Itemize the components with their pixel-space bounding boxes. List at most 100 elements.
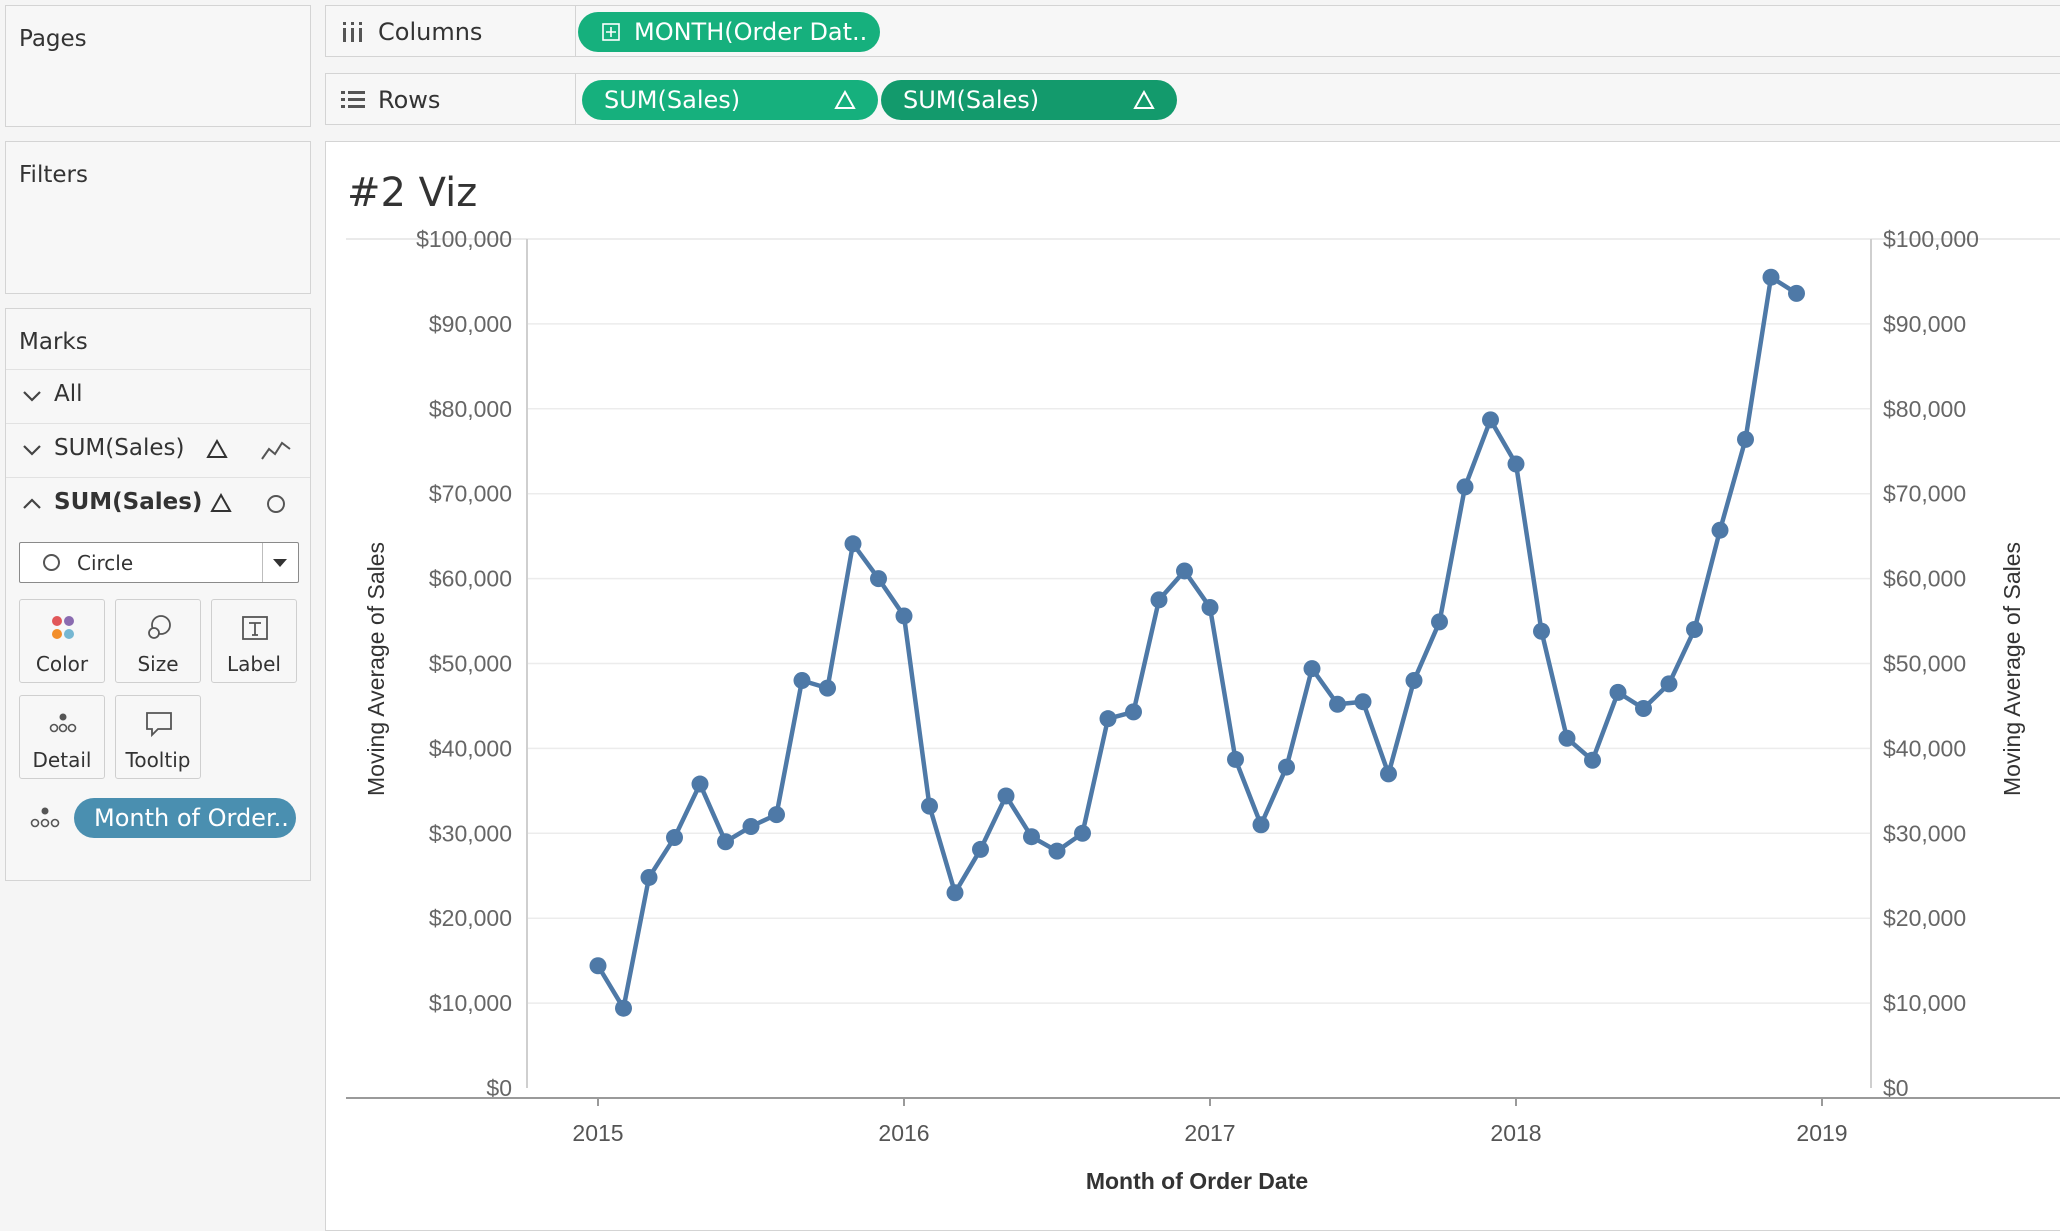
data-point [640, 868, 658, 886]
chevron-up-icon [23, 498, 41, 509]
y-tick-label-right: $70,000 [1883, 481, 1966, 507]
x-tick-label: 2016 [878, 1120, 929, 1146]
data-point [1150, 591, 1168, 609]
columns-pill-month-order-date[interactable]: MONTH(Order Dat.. [578, 12, 880, 52]
line-chart: $0 $0 $10,000 $10,000 $20,000 $20,000 $30,000 $… [346, 226, 2060, 1194]
mark-type-value: Circle [77, 551, 134, 575]
data-point [870, 570, 887, 588]
delta-icon [206, 439, 228, 458]
data-point [1329, 695, 1346, 713]
y-tick-label-right: $80,000 [1883, 396, 1966, 422]
color-label: Color [35, 652, 89, 676]
shelf-divider [575, 6, 576, 56]
data-point [615, 999, 632, 1017]
data-point [1074, 824, 1091, 842]
marks-all-label: All [54, 381, 83, 407]
data-point [1584, 751, 1601, 769]
marks-card-all[interactable]: All [6, 369, 310, 421]
chevron-down-icon [23, 391, 41, 402]
circle-icon [43, 554, 60, 571]
circle-mark-icon [267, 495, 285, 513]
mark-type-dropdown[interactable]: Circle [19, 542, 299, 583]
data-point [691, 775, 709, 793]
data-point [1558, 729, 1576, 747]
label-button[interactable]: Label [211, 599, 297, 683]
marks-title: Marks [19, 329, 88, 355]
x-tick-label: 2018 [1490, 1120, 1541, 1146]
rows-pill-sum-sales-2[interactable]: SUM(Sales) [881, 80, 1177, 120]
columns-pill-text: MONTH(Order Dat.. [634, 18, 868, 46]
detail-icon [49, 713, 77, 733]
data-point [1227, 750, 1244, 768]
y-tick-label-left: $50,000 [429, 651, 512, 677]
series-line [596, 274, 1798, 1011]
tooltip-label: Tooltip [125, 748, 191, 772]
x-tick-label: 2019 [1796, 1120, 1847, 1146]
data-point [1533, 622, 1550, 640]
data-point [1023, 828, 1040, 846]
delta-icon [834, 90, 856, 109]
shelf-divider [575, 74, 576, 124]
x-axis-title: Month of Order Date [1086, 1168, 1308, 1194]
y-tick-label-right: $90,000 [1883, 311, 1966, 337]
marks-layer1-label: SUM(Sales) [54, 435, 185, 461]
rows-pill1-text: SUM(Sales) [604, 86, 741, 114]
data-point [1482, 411, 1499, 429]
tooltip-button[interactable]: Tooltip [115, 695, 201, 779]
data-point [1431, 613, 1448, 631]
data-point [793, 671, 811, 689]
data-point [666, 829, 683, 847]
delta-icon [1133, 90, 1155, 109]
data-point [819, 679, 836, 697]
x-tick-label: 2017 [1184, 1120, 1235, 1146]
rows-pill-sum-sales-1[interactable]: SUM(Sales) [582, 80, 878, 120]
data-point [742, 818, 760, 836]
data-point [717, 833, 734, 851]
data-point [1252, 816, 1270, 834]
y-tick-label-left: $0 [486, 1075, 512, 1101]
y-tick-label-right: $50,000 [1883, 651, 1966, 677]
size-icon [148, 615, 171, 639]
dropdown-arrow-icon[interactable] [262, 543, 298, 582]
data-point [946, 884, 964, 902]
pages-title: Pages [19, 26, 87, 52]
data-point [1048, 842, 1066, 860]
data-point [1711, 521, 1729, 539]
data-point [972, 840, 989, 858]
label-icon [242, 616, 268, 640]
data-point [1405, 671, 1423, 689]
y-tick-label-right: $60,000 [1883, 566, 1966, 592]
data-point [1380, 765, 1397, 783]
filters-title: Filters [19, 162, 88, 188]
y-tick-label-right: $0 [1883, 1075, 1909, 1101]
tooltip-icon [146, 712, 172, 738]
data-point [997, 787, 1015, 805]
color-icon [52, 616, 74, 639]
marks-card-layer2[interactable]: SUM(Sales) [6, 477, 310, 529]
grid-layer [346, 238, 2060, 1004]
marks-panel: Marks All SUM(Sales) SUM(Sales) Circle C… [5, 308, 311, 881]
size-button[interactable]: Size [115, 599, 201, 683]
axis-layer: $0 $0 $10,000 $10,000 $20,000 $20,000 $30,000 $… [346, 226, 2060, 1194]
marks-card-layer1[interactable]: SUM(Sales) [6, 423, 310, 475]
y-tick-label-left: $70,000 [429, 481, 512, 507]
expand-plus-icon[interactable] [602, 23, 620, 41]
data-point [1354, 693, 1372, 711]
pages-panel: Pages [5, 5, 311, 127]
color-button[interactable]: Color [19, 599, 105, 683]
data-point [1303, 660, 1321, 678]
data-point [1099, 710, 1117, 728]
detail-pill-month-of-order[interactable]: Month of Order.. [74, 798, 296, 838]
filters-panel: Filters [5, 141, 311, 294]
viz-title: #2 Viz [347, 170, 478, 216]
y-tick-label-left: $30,000 [429, 820, 512, 846]
marks-layer2-label: SUM(Sales) [54, 489, 203, 515]
columns-shelf: Columns MONTH(Order Dat.. [325, 5, 2060, 57]
data-point [1737, 430, 1754, 448]
detail-button[interactable]: Detail [19, 695, 105, 779]
data-point [1660, 675, 1678, 693]
y-tick-label-right: $100,000 [1883, 226, 1979, 252]
y-tick-label-left: $40,000 [429, 735, 512, 761]
data-point [1686, 621, 1703, 639]
rows-icon [341, 91, 365, 108]
